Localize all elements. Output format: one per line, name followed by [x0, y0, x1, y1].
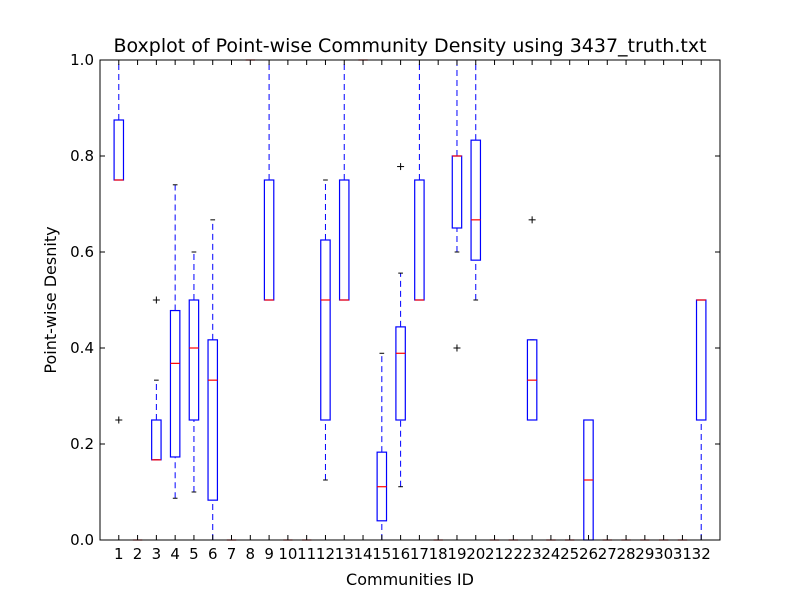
- y-tick-label: 0.2: [70, 435, 94, 453]
- flier-point: [152, 296, 160, 304]
- box-19: [451, 59, 463, 352]
- box-iqr: [451, 155, 463, 229]
- box-iqr: [169, 309, 181, 458]
- box-3: [151, 296, 162, 461]
- flier-point: [397, 163, 405, 171]
- box-17: [414, 59, 425, 301]
- x-tick-label: 22: [504, 545, 523, 563]
- box-15: [376, 352, 388, 541]
- flier-point: [528, 216, 536, 224]
- box-iqr: [207, 339, 219, 501]
- x-tick-label: 19: [447, 545, 466, 563]
- box-9: [263, 59, 275, 301]
- x-tick-label: 1: [114, 545, 124, 563]
- x-tick-label: 31: [673, 545, 692, 563]
- x-tick-label: 6: [208, 545, 218, 563]
- x-tick-label: 13: [335, 545, 354, 563]
- box-iqr: [470, 139, 482, 261]
- y-axis-label: Point-wise Desnity: [41, 226, 60, 373]
- box-13: [338, 59, 350, 301]
- box-iqr: [695, 299, 707, 421]
- x-tick-label: 5: [189, 545, 199, 563]
- box-26: [583, 419, 594, 541]
- box-iqr: [188, 299, 200, 421]
- plot-marks: [113, 59, 707, 541]
- y-tick-label: 0.4: [70, 339, 94, 357]
- x-tick-label: 30: [654, 545, 673, 563]
- flier-point: [115, 416, 123, 424]
- box-iqr: [151, 419, 162, 461]
- x-tick-label: 28: [617, 545, 636, 563]
- y-tick-label: 0.6: [70, 243, 94, 261]
- x-tick-label: 18: [429, 545, 448, 563]
- x-tick-label: 2: [133, 545, 143, 563]
- x-tick-label: 23: [523, 545, 542, 563]
- x-tick-label: 21: [485, 545, 504, 563]
- x-tick-label: 10: [278, 545, 297, 563]
- x-tick-label: 29: [635, 545, 654, 563]
- y-tick-label: 1.0: [70, 51, 94, 69]
- box-iqr: [263, 179, 275, 301]
- x-tick-label: 27: [598, 545, 617, 563]
- box-iqr: [113, 119, 125, 181]
- y-tick-label: 0.0: [70, 531, 94, 549]
- box-12: [320, 179, 331, 481]
- x-tick-label: 20: [466, 545, 485, 563]
- chart-title: Boxplot of Point-wise Community Density …: [113, 35, 706, 57]
- x-axis-label: Communities ID: [346, 570, 474, 589]
- x-tick-label: 8: [246, 545, 256, 563]
- box-6: [207, 219, 219, 541]
- x-tick-label: 24: [541, 545, 560, 563]
- flier-point: [453, 344, 461, 352]
- box-iqr: [338, 179, 350, 301]
- box-32: [695, 299, 707, 541]
- x-tick-label: 9: [264, 545, 274, 563]
- x-tick-label: 32: [692, 545, 711, 563]
- box-iqr: [395, 326, 406, 421]
- box-16: [395, 163, 406, 488]
- x-tick-label: 15: [372, 545, 391, 563]
- x-tick-label: 4: [170, 545, 180, 563]
- x-tick-label: 17: [410, 545, 429, 563]
- x-tick-label: 26: [579, 545, 598, 563]
- x-tick-label: 12: [316, 545, 335, 563]
- x-tick-label: 11: [297, 545, 316, 563]
- x-tick-label: 7: [227, 545, 237, 563]
- box-iqr: [320, 239, 331, 421]
- x-tick-label: 16: [391, 545, 410, 563]
- box-1: [113, 59, 125, 424]
- x-tick-label: 14: [353, 545, 372, 563]
- y-tick-label: 0.8: [70, 147, 94, 165]
- x-tick-label: 3: [152, 545, 162, 563]
- plot-frame: [99, 59, 721, 541]
- box-23: [526, 216, 538, 421]
- axes: 0.00.20.40.60.81.01 2 3 4 5 6 7 8 9 10 11 12 13 14 15 1…: [70, 51, 721, 563]
- box-iqr: [414, 179, 425, 301]
- box-4: [169, 184, 181, 499]
- x-tick-label: 25: [560, 545, 579, 563]
- box-20: [470, 59, 482, 301]
- box-5: [188, 251, 200, 493]
